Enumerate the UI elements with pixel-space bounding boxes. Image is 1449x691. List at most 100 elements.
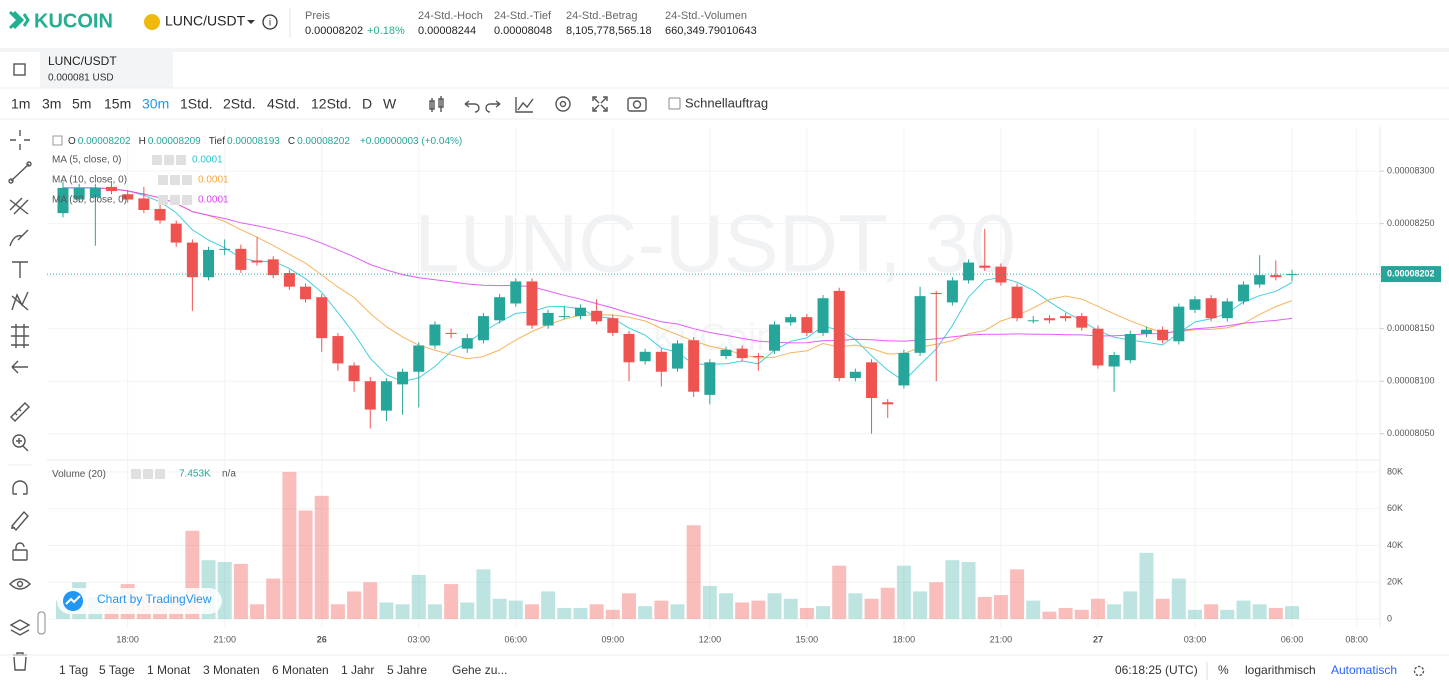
quick-order-checkbox[interactable] [668,97,681,110]
candle-body [413,345,425,372]
measure-tool[interactable] [10,402,30,422]
stats: Preis 0.00008202 +0.18% 24-Std.-Hoch 0.00008… [305,10,757,37]
range-button[interactable]: 1 Jahr [341,663,374,677]
legend-toggle[interactable] [52,135,63,146]
stat-number: 0.00008244 [418,25,476,37]
x-tick-label: 09:00 [602,634,625,644]
range-button[interactable]: 1 Tag [59,663,88,677]
info-i: i [269,18,271,29]
undo-icon[interactable] [464,100,480,113]
ma-legend-button[interactable] [158,175,168,185]
ma-legend-button[interactable] [176,155,186,165]
info-icon[interactable] [262,14,278,30]
volume-legend-button[interactable] [131,469,141,479]
brush-tool[interactable] [9,229,29,247]
volume-bar [977,596,992,619]
stay-drawing-tool[interactable] [11,510,29,532]
ma-legend-button[interactable] [158,195,168,205]
log-toggle[interactable]: logarithmisch [1245,663,1316,677]
stat-value: 660,349.79010643 [665,25,757,37]
text-tool[interactable] [12,261,28,278]
range-button[interactable]: 1 Monat [147,663,191,677]
camera-lens [632,100,642,109]
trendline-tool[interactable] [10,163,30,182]
candle-body [477,316,489,341]
interval-button[interactable]: 15m [104,96,131,112]
fullscreen-icon[interactable] [592,96,608,112]
auto-toggle[interactable]: Automatisch [1331,663,1397,677]
candle-body [510,281,522,304]
interval-button[interactable]: 1Std. [180,96,213,112]
footer-settings[interactable] [1413,665,1425,677]
layout-icon[interactable] [13,63,26,76]
ma-legend-button[interactable] [164,155,174,165]
volume-bar [621,593,636,619]
volume-bar [217,562,232,619]
percent-toggle[interactable]: % [1218,663,1229,677]
interval-button[interactable]: 3m [42,96,61,112]
interval-button[interactable]: 2Std. [223,96,256,112]
interval-button[interactable]: 5m [72,96,91,112]
settings-icon[interactable] [555,96,571,112]
volume-bar [282,471,297,619]
candle-body [494,297,506,321]
ma-legend-button[interactable] [152,155,162,165]
pattern-tool[interactable] [11,291,29,311]
volume-bar [541,591,556,619]
prediction-tool[interactable] [11,324,29,348]
quick-order-label[interactable]: Schnellauftrag [685,95,768,110]
interval-button[interactable]: 30m [142,96,169,112]
lock-tool[interactable] [12,549,28,561]
ma-legend-button[interactable] [170,175,180,185]
volume-legend-button[interactable] [155,469,165,479]
volume-bar [783,598,798,619]
volume-bar [670,604,685,619]
indicators-icon[interactable] [515,97,534,113]
candle-body [688,340,700,392]
layers-tool[interactable] [9,619,31,636]
candle-body [639,351,651,362]
volume-bar [1268,607,1283,619]
interval-button[interactable]: W [383,96,397,112]
visibility-tool[interactable] [9,578,31,590]
interval-button[interactable]: 1m [11,96,30,112]
ma-legend-button[interactable] [182,195,192,205]
dropdown-arrow[interactable] [247,20,255,24]
range-button[interactable]: 5 Tage [99,663,135,677]
range-button[interactable]: 6 Monaten [272,663,329,677]
candle-body [979,265,991,268]
volume-bar [492,598,507,619]
delete-tool[interactable] [13,652,27,671]
ohlc-change: +0.00000003 (+0.04%) [360,136,462,147]
interval-button[interactable]: D [362,96,372,112]
back-tool[interactable] [11,360,28,374]
candle-body [882,402,894,405]
candle-body [203,249,215,278]
crosshair-tool[interactable] [10,130,30,150]
candle-type-icon[interactable] [429,96,444,112]
volume-legend-button[interactable] [143,469,153,479]
pair-selector[interactable]: LUNC/USDT [165,13,246,29]
range-button[interactable]: 3 Monaten [203,663,260,677]
candle-body [785,317,797,323]
interval-button[interactable]: 12Std. [311,96,351,112]
tab[interactable] [40,52,173,88]
interval-button[interactable]: 4Std. [267,96,300,112]
zoom-tool[interactable] [12,434,26,448]
volume-bar [945,560,960,619]
credit-badge[interactable] [57,588,222,614]
collapse-handle[interactable] [37,611,46,635]
redo-icon[interactable] [485,100,501,113]
candle-body [720,349,732,357]
credit-text[interactable]: Chart by TradingView [97,592,212,606]
goto-button[interactable]: Gehe zu... [452,663,507,677]
ohlc-key: O [68,136,76,147]
ma-legend-button[interactable] [170,195,180,205]
logo[interactable]: KUCOIN [34,10,113,32]
range-button[interactable]: 5 Jahre [387,663,427,677]
magnet-tool[interactable] [12,480,28,495]
volume-bar [1285,606,1299,619]
fib-tool[interactable] [9,197,29,215]
camera-icon[interactable] [627,97,647,112]
ma-legend-button[interactable] [182,175,192,185]
